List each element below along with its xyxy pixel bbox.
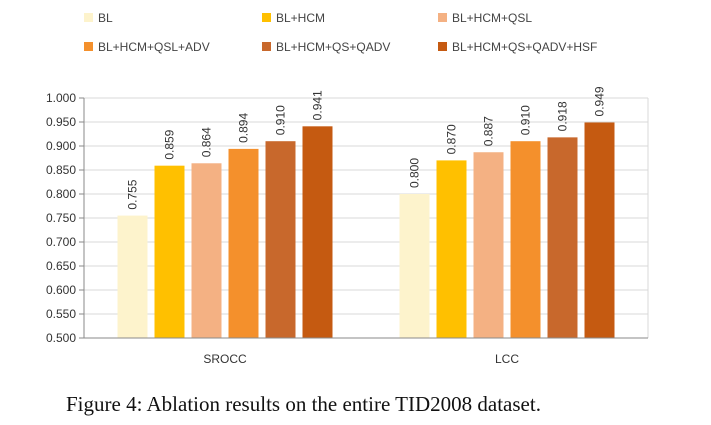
ablation-bar-chart: BL BL+HCM BL+HCM+QSL BL+HCM+QSL+ADV BL+HCM+Q… [46,11,649,366]
data-label-srocc-4: 0.894 [237,113,251,143]
y-tick-label-1: 0.550 [46,307,76,321]
bar-srocc-3 [191,163,222,338]
data-label-lcc-4: 0.910 [519,105,533,135]
legend-swatch-6 [438,42,447,51]
data-label-srocc-1: 0.755 [126,179,140,209]
data-label-srocc-3: 0.864 [200,127,214,157]
bar-lcc-6 [584,122,615,338]
bars: 0.755 0.859 0.864 0.894 0.910 0.941 0.800 0.870… [117,86,615,338]
y-tick-label-0: 0.500 [46,331,76,345]
data-label-srocc-2: 0.859 [163,129,177,159]
bar-srocc-6 [302,126,333,338]
y-tick-label-5: 0.750 [46,211,76,225]
data-label-srocc-5: 0.910 [274,105,288,135]
y-tick-label-10: 1.000 [46,91,76,105]
legend-label-4: BL+HCM+QSL+ADV [98,40,210,54]
legend-swatch-1 [84,13,93,22]
legend-label-3: BL+HCM+QSL [452,11,532,25]
y-tick-label-4: 0.700 [46,235,76,249]
y-tick-label-2: 0.600 [46,283,76,297]
legend-swatch-4 [84,42,93,51]
y-tick-label-6: 0.800 [46,187,76,201]
legend-swatch-2 [262,13,271,22]
legend: BL BL+HCM BL+HCM+QSL BL+HCM+QSL+ADV BL+HCM+Q… [84,11,597,54]
bar-srocc-5 [265,141,296,338]
figure-caption: Figure 4: Ablation results on the entire… [66,392,541,416]
x-axis: SROCC LCC [84,337,648,366]
x-category-label-lcc: LCC [495,352,519,366]
legend-label-1: BL [98,11,113,25]
bar-srocc-4 [228,148,259,338]
x-category-label-srocc: SROCC [203,352,247,366]
legend-label-2: BL+HCM [276,11,325,25]
legend-swatch-5 [262,42,271,51]
bar-lcc-4 [510,141,541,338]
y-tick-label-7: 0.850 [46,163,76,177]
y-tick-label-3: 0.650 [46,259,76,273]
y-axis: 0.500 0.550 0.600 0.650 0.700 0.750 0.800 0.850… [46,91,85,345]
data-label-lcc-5: 0.918 [556,101,570,131]
legend-swatch-3 [438,13,447,22]
y-tick-label-9: 0.950 [46,115,76,129]
y-tick-label-8: 0.900 [46,139,76,153]
legend-label-6: BL+HCM+QS+QADV+HSF [452,40,597,54]
bar-lcc-5 [547,137,578,338]
data-label-lcc-6: 0.949 [593,86,607,116]
bar-lcc-3 [473,152,504,338]
data-label-srocc-6: 0.941 [311,90,325,120]
data-label-lcc-3: 0.887 [482,116,496,146]
bar-srocc-2 [154,165,185,338]
data-label-lcc-1: 0.800 [408,158,422,188]
bar-srocc-1 [117,215,148,338]
bar-lcc-2 [436,160,467,338]
legend-label-5: BL+HCM+QS+QADV [276,40,390,54]
bar-lcc-1 [399,194,430,338]
data-label-lcc-2: 0.870 [445,124,459,154]
